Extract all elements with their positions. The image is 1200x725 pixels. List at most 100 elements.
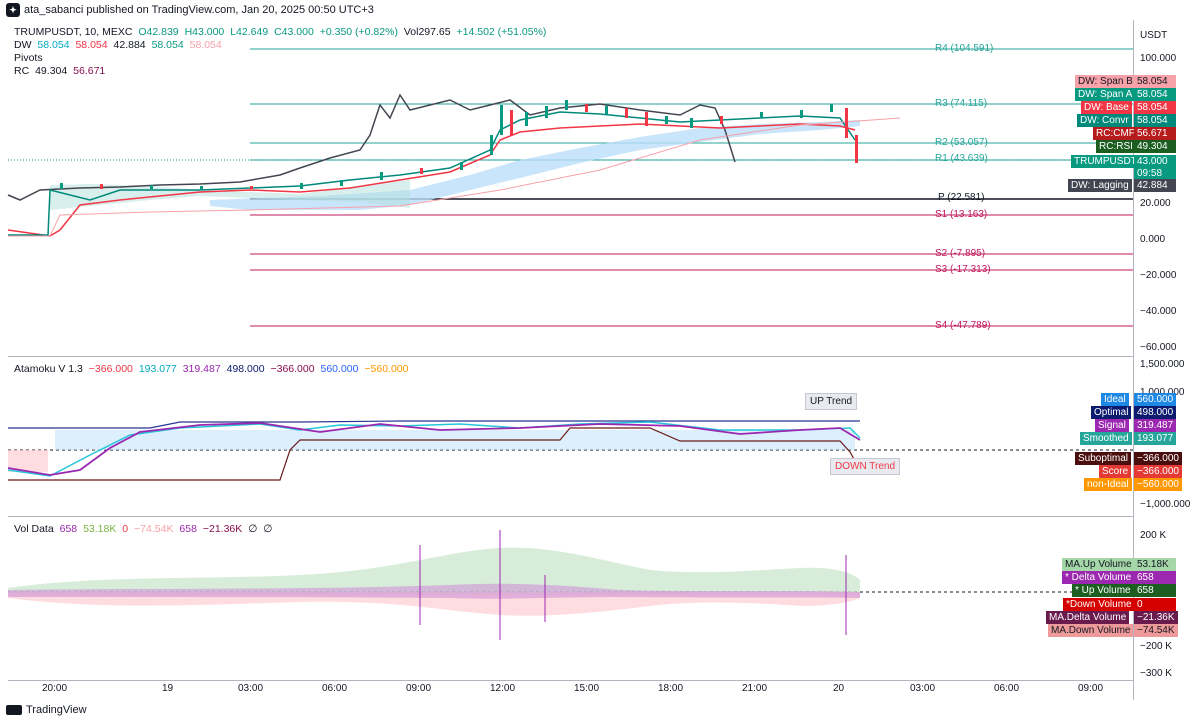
tag-non-ideal-name: non-Ideal (1084, 478, 1132, 491)
time-axis[interactable] (8, 680, 1133, 700)
tag-rc-rsi-value: 49.304 (1134, 140, 1176, 153)
pivot-s3-label: S3 (-17.313) (935, 264, 991, 275)
pivot-r4-label: R4 (104.591) (935, 43, 994, 54)
tag-rc-cmf-name: RC:CMF (1093, 127, 1138, 140)
vol-data-value-3: 0 (122, 523, 129, 535)
publisher-text: ata_sabanci published on TradingView.com… (24, 4, 374, 16)
vol-data-value-5: 658 (179, 523, 197, 535)
tag-dw-base-value: 58.054 (1134, 101, 1176, 114)
time-axis-tick: 09:00 (1078, 683, 1104, 694)
time-axis-tick: 15:00 (574, 683, 600, 694)
price-candles (60, 100, 858, 190)
atamoku-indicator-label[interactable]: Atamoku V 1.3 (14, 363, 83, 375)
ohlc-change: +0.350 (+0.82%) (319, 26, 398, 38)
tag-dw-span-b-value: 58.054 (1134, 75, 1176, 88)
tag-bar-countdown: 09:58 (1134, 167, 1176, 180)
tag-ma-down-volume-name: MA.Down Volume (1048, 624, 1134, 637)
atamoku-value-1: −366.000 (88, 363, 133, 375)
time-axis-tick: 06:00 (322, 683, 348, 694)
tag-delta-volume-value: 658 (1134, 571, 1176, 584)
tag-rc-cmf-value: 56.671 (1134, 127, 1176, 140)
tag-up-volume-value: 658 (1134, 584, 1176, 597)
vol-data-value-4: −74.54K (134, 523, 174, 535)
tag-ma-down-volume-value: −74.54K (1134, 624, 1178, 637)
tag-rc-rsi-name: RC:RSI (1096, 140, 1136, 153)
atamoku-value-6: 560.000 (320, 363, 359, 375)
main-legend[interactable]: TRUMPUSDT, 10, MEXC O42.839 H43.000 L42.… (14, 26, 549, 78)
vol-data-plot (8, 530, 1133, 640)
tag-dw-convr-value: 58.054 (1134, 114, 1176, 127)
vol-data-indicator-label[interactable]: Vol Data (14, 523, 54, 535)
time-axis-tick: 03:00 (238, 683, 264, 694)
pane-divider-2[interactable] (8, 516, 1133, 517)
tag-dw-span-a-name: DW: Span A (1075, 88, 1136, 101)
time-axis-tick: 12:00 (490, 683, 516, 694)
tag-smoothed-value: 193.077 (1134, 432, 1177, 445)
time-axis-tick: 09:00 (406, 683, 432, 694)
atamoku-legend[interactable]: Atamoku V 1.3 −366.000 193.077 319.487 4… (14, 363, 411, 376)
time-axis-tick: 18:00 (658, 683, 684, 694)
time-axis-tick: 20:00 (42, 683, 68, 694)
tag-ma-up-volume-name: MA.Up Volume (1062, 558, 1135, 571)
vol-axis-tick: 200 K (1140, 530, 1167, 541)
tag-suboptimal-name: Suboptimal (1075, 452, 1132, 465)
atamoku-axis-tick: −1,000.000 (1140, 499, 1191, 510)
down-trend-callout: DOWN Trend (830, 458, 901, 475)
vol-data-value-8: ∅ (263, 523, 273, 535)
header-bar: ✦ ata_sabanci published on TradingView.c… (0, 0, 1200, 20)
rc-indicator-label[interactable]: RC (14, 65, 30, 77)
atamoku-value-4: 498.000 (226, 363, 265, 375)
atamoku-value-2: 193.077 (138, 363, 177, 375)
dw-value-1: 58.054 (37, 39, 70, 51)
footer-brand[interactable]: TradingView (6, 704, 87, 716)
tag-ma-delta-volume-name: MA.Delta Volume (1046, 611, 1130, 624)
atamoku-axis-tick: 1,000.000 (1140, 387, 1185, 398)
atamoku-value-7: −560.000 (364, 363, 409, 375)
pivot-p-label: P (22.581) (938, 192, 985, 203)
vol-data-value-6: −21.36K (202, 523, 243, 535)
vol-data-value-7: ∅ (248, 523, 258, 535)
vol-data-value-2: 53.18K (83, 523, 117, 535)
atamoku-value-3: 319.487 (182, 363, 221, 375)
tradingview-logo-icon (6, 705, 22, 715)
price-axis-tick: −60.000 (1140, 342, 1177, 353)
dw-value-2: 58.054 (75, 39, 108, 51)
ohlc-open: O42.839 (138, 26, 179, 38)
time-axis-tick: 03:00 (910, 683, 936, 694)
tag-dw-span-b-name: DW: Span B (1075, 75, 1136, 88)
tag-ideal-value: 560.000 (1134, 393, 1177, 406)
tag-non-ideal-value: −560.000 (1134, 478, 1182, 491)
tag-symbol-name: TRUMPUSDT (1071, 155, 1140, 168)
tag-ideal-name: Ideal (1101, 393, 1129, 406)
pivot-s1-label: S1 (13.163) (935, 209, 988, 220)
tag-dw-lagging-value: 42.884 (1134, 179, 1176, 192)
tag-score-value: −366.000 (1134, 465, 1182, 478)
vol-data-value-1: 658 (59, 523, 78, 535)
tag-optimal-value: 498.000 (1134, 406, 1177, 419)
pivot-s2-label: S2 (-7.895) (935, 248, 986, 259)
pivot-r1-label: R1 (43.639) (935, 153, 988, 164)
pane-divider-1[interactable] (8, 356, 1133, 357)
dw-value-5: 58.054 (189, 39, 222, 51)
symbol-label[interactable]: TRUMPUSDT, 10, MEXC (14, 26, 133, 38)
ohlc-low: L42.649 (230, 26, 269, 38)
tag-suboptimal-value: −366.000 (1134, 452, 1182, 465)
volume-value: Vol297.65 (403, 26, 451, 38)
up-trend-callout: UP Trend (805, 393, 858, 410)
atamoku-plot (7, 420, 1133, 481)
pivots-indicator-label[interactable]: Pivots (14, 52, 43, 64)
time-axis-tick: 20 (833, 683, 845, 694)
dw-value-3: 42.884 (113, 39, 146, 51)
time-axis-tick: 06:00 (994, 683, 1020, 694)
dw-indicator-label[interactable]: DW (14, 39, 32, 51)
ohlc-high: H43.000 (184, 26, 225, 38)
tag-ma-delta-volume-value: −21.36K (1134, 611, 1178, 624)
tag-dw-lagging-name: DW: Lagging (1068, 179, 1132, 192)
pivot-r2-label: R2 (53.057) (935, 137, 988, 148)
vol-data-legend[interactable]: Vol Data 658 53.18K 0 −74.54K 658 −21.36… (14, 523, 275, 536)
tag-dw-span-a-value: 58.054 (1134, 88, 1176, 101)
time-axis-tick: 19 (162, 683, 174, 694)
tag-delta-volume-name: * Delta Volume (1062, 571, 1135, 584)
price-axis-tick: −40.000 (1140, 306, 1177, 317)
